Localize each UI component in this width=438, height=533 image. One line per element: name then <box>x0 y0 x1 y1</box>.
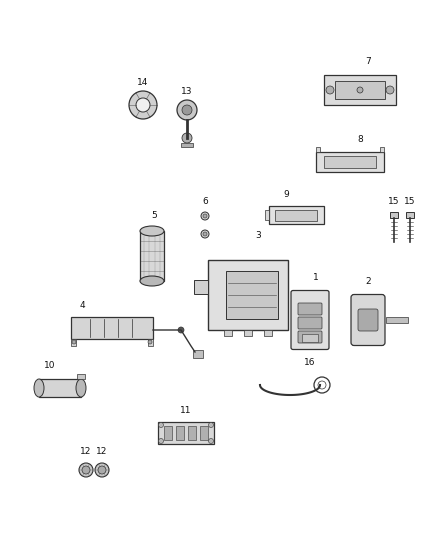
Text: 13: 13 <box>181 87 193 96</box>
Text: 2: 2 <box>365 277 371 286</box>
Bar <box>275 209 317 221</box>
Bar <box>176 426 184 440</box>
Circle shape <box>203 232 207 236</box>
FancyBboxPatch shape <box>358 309 378 331</box>
Text: 11: 11 <box>180 406 192 415</box>
Bar <box>148 339 153 346</box>
Bar <box>380 147 384 152</box>
Bar <box>268 206 324 224</box>
Bar <box>193 350 203 358</box>
Circle shape <box>159 439 163 443</box>
Bar <box>244 330 252 336</box>
Circle shape <box>386 86 394 94</box>
Circle shape <box>201 212 209 220</box>
Bar <box>71 317 153 339</box>
Bar <box>71 339 76 346</box>
FancyBboxPatch shape <box>298 331 322 343</box>
Circle shape <box>182 133 192 143</box>
Circle shape <box>357 87 363 93</box>
Circle shape <box>129 91 157 119</box>
Bar <box>386 317 408 323</box>
Bar <box>39 379 81 397</box>
Bar <box>194 280 208 294</box>
Bar <box>208 260 288 330</box>
Circle shape <box>178 327 184 333</box>
Text: 15: 15 <box>404 197 416 206</box>
Text: 15: 15 <box>388 197 400 206</box>
Text: 16: 16 <box>304 358 316 367</box>
Text: 10: 10 <box>44 361 56 370</box>
Circle shape <box>159 423 163 427</box>
Circle shape <box>136 98 150 112</box>
Circle shape <box>201 230 209 238</box>
Circle shape <box>208 423 213 427</box>
Text: 12: 12 <box>80 447 92 456</box>
Circle shape <box>82 466 90 474</box>
Bar <box>265 210 268 220</box>
Circle shape <box>79 463 93 477</box>
Text: 4: 4 <box>79 301 85 310</box>
Bar <box>77 374 85 379</box>
Circle shape <box>326 86 334 94</box>
Circle shape <box>177 100 197 120</box>
Text: 14: 14 <box>137 78 148 87</box>
Text: 12: 12 <box>96 447 108 456</box>
Text: 3: 3 <box>255 231 261 240</box>
FancyBboxPatch shape <box>298 317 322 329</box>
Bar <box>335 81 385 99</box>
Bar <box>200 426 208 440</box>
Bar <box>181 143 193 147</box>
Text: 1: 1 <box>313 273 319 282</box>
Bar <box>324 75 396 105</box>
Bar <box>324 156 376 168</box>
FancyBboxPatch shape <box>298 303 322 315</box>
Ellipse shape <box>76 379 86 397</box>
Circle shape <box>95 463 109 477</box>
Bar <box>264 330 272 336</box>
Text: 6: 6 <box>202 197 208 206</box>
Ellipse shape <box>140 226 164 236</box>
Bar <box>224 330 232 336</box>
Text: 8: 8 <box>357 135 363 144</box>
Circle shape <box>98 466 106 474</box>
Circle shape <box>72 340 76 344</box>
Bar <box>406 212 414 218</box>
Circle shape <box>208 439 213 443</box>
Bar <box>188 426 196 440</box>
Bar <box>226 271 278 319</box>
Text: 9: 9 <box>283 190 289 199</box>
Ellipse shape <box>140 276 164 286</box>
Bar <box>158 422 214 444</box>
Circle shape <box>203 214 207 218</box>
Ellipse shape <box>34 379 44 397</box>
Bar <box>316 147 320 152</box>
Bar <box>302 334 318 342</box>
Bar <box>316 152 384 172</box>
Bar <box>390 212 398 218</box>
FancyBboxPatch shape <box>351 295 385 345</box>
Circle shape <box>148 340 152 344</box>
Text: 5: 5 <box>151 211 157 220</box>
Text: 7: 7 <box>365 57 371 66</box>
Bar <box>140 231 164 281</box>
FancyBboxPatch shape <box>291 290 329 350</box>
Bar <box>164 426 172 440</box>
Circle shape <box>182 105 192 115</box>
